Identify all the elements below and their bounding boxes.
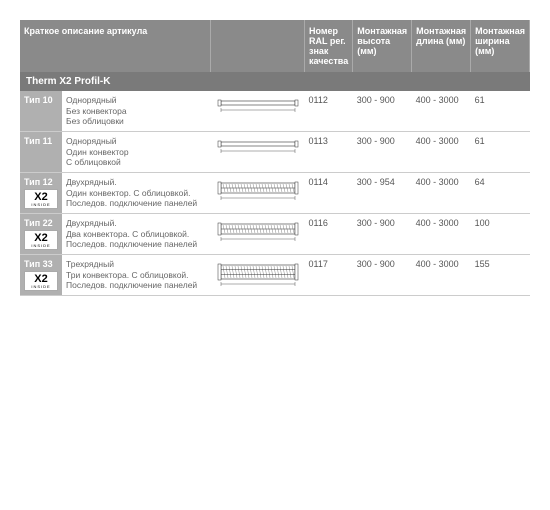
table-row: Тип 22 X2INSIDEДвухрядный.Два конвектора.… <box>20 214 530 255</box>
hdr-length: Монтажная длина (мм) <box>412 20 471 72</box>
desc-cell: Двухрядный.Один конвектор. С облицовкой.… <box>62 173 211 214</box>
length-cell: 400 - 3000 <box>412 91 471 132</box>
ral-cell: 0114 <box>305 173 353 214</box>
length-cell: 400 - 3000 <box>412 255 471 296</box>
diagram-cell <box>211 255 305 296</box>
x2-badge: X2INSIDE <box>24 189 58 209</box>
section-row: Therm X2 Profil-K <box>20 72 530 91</box>
x2-sublabel: INSIDE <box>25 203 57 208</box>
type-cell: Тип 12 X2INSIDE <box>20 173 62 214</box>
desc-cell: ОднорядныйБез конвектораБез облицовки <box>62 91 211 132</box>
hdr-width: Монтажная ширина (мм) <box>471 20 530 72</box>
table-row: Тип 10 ОднорядныйБез конвектораБез облицо… <box>20 91 530 132</box>
width-cell: 64 <box>471 173 530 214</box>
hdr-ral: Номер RAL рег. знак качества <box>305 20 353 72</box>
hdr-diagram <box>211 20 305 72</box>
type-cell: Тип 10 <box>20 91 62 132</box>
width-cell: 61 <box>471 132 530 173</box>
type-label: Тип 33 <box>24 259 58 269</box>
diagram-cell <box>211 214 305 255</box>
desc-cell: Двухрядный.Два конвектора. С облицовкой.… <box>62 214 211 255</box>
type-label: Тип 10 <box>24 95 58 105</box>
table-row: Тип 33 X2INSIDEТрехрядныйТри конвектора. … <box>20 255 530 296</box>
length-cell: 400 - 3000 <box>412 214 471 255</box>
height-cell: 300 - 900 <box>353 214 412 255</box>
x2-badge: X2INSIDE <box>24 230 58 250</box>
type-label: Тип 12 <box>24 177 58 187</box>
height-cell: 300 - 900 <box>353 91 412 132</box>
hdr-height: Монтажная высота (мм) <box>353 20 412 72</box>
diagram-cell <box>211 91 305 132</box>
ral-cell: 0113 <box>305 132 353 173</box>
type-cell: Тип 11 <box>20 132 62 173</box>
x2-badge: X2INSIDE <box>24 271 58 291</box>
type-cell: Тип 22 X2INSIDE <box>20 214 62 255</box>
desc-cell: ТрехрядныйТри конвектора. С облицовкой.П… <box>62 255 211 296</box>
height-cell: 300 - 954 <box>353 173 412 214</box>
ral-cell: 0116 <box>305 214 353 255</box>
header-row: Краткое описание артикула Номер RAL рег.… <box>20 20 530 72</box>
length-cell: 400 - 3000 <box>412 132 471 173</box>
length-cell: 400 - 3000 <box>412 173 471 214</box>
height-cell: 300 - 900 <box>353 255 412 296</box>
width-cell: 155 <box>471 255 530 296</box>
table-row: Тип 11 ОднорядныйОдин конвекторС облицовк… <box>20 132 530 173</box>
type-cell: Тип 33 X2INSIDE <box>20 255 62 296</box>
desc-cell: ОднорядныйОдин конвекторС облицовкой <box>62 132 211 173</box>
x2-sublabel: INSIDE <box>25 244 57 249</box>
section-title: Therm X2 Profil-K <box>20 72 530 91</box>
hdr-desc: Краткое описание артикула <box>20 20 211 72</box>
diagram-cell <box>211 132 305 173</box>
x2-sublabel: INSIDE <box>25 285 57 290</box>
type-label: Тип 11 <box>24 136 58 146</box>
height-cell: 300 - 900 <box>353 132 412 173</box>
width-cell: 61 <box>471 91 530 132</box>
type-label: Тип 22 <box>24 218 58 228</box>
radiator-spec-table: Краткое описание артикула Номер RAL рег.… <box>20 20 530 296</box>
diagram-cell <box>211 173 305 214</box>
table-row: Тип 12 X2INSIDEДвухрядный.Один конвектор.… <box>20 173 530 214</box>
width-cell: 100 <box>471 214 530 255</box>
ral-cell: 0112 <box>305 91 353 132</box>
ral-cell: 0117 <box>305 255 353 296</box>
